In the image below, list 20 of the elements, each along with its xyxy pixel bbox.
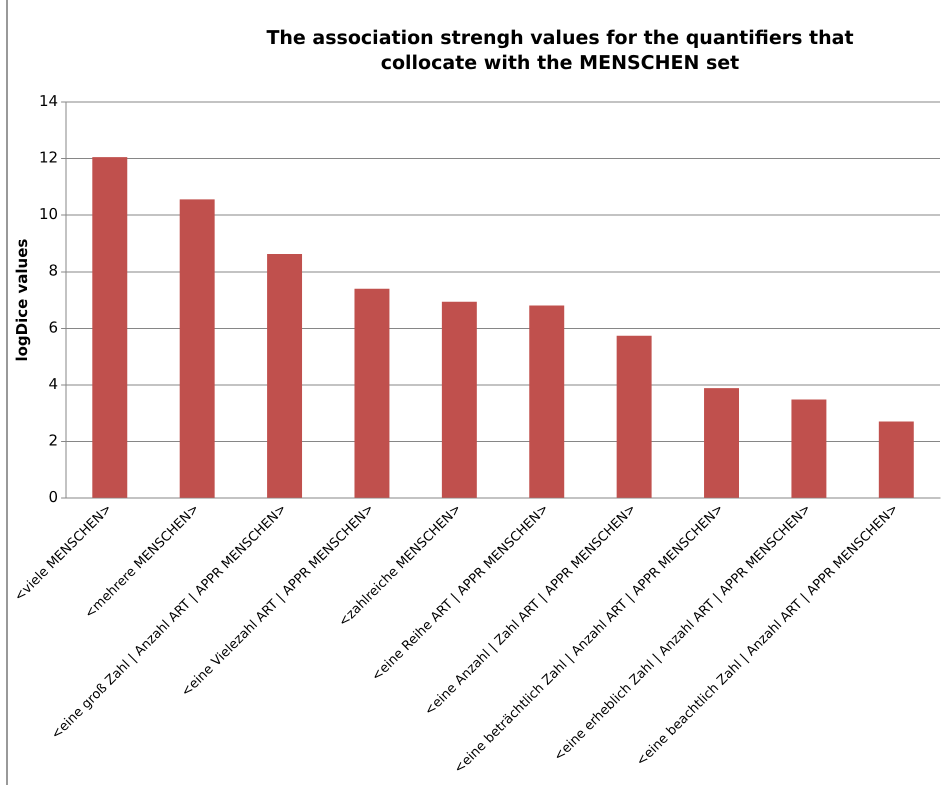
bar <box>878 422 914 498</box>
bar <box>354 288 390 498</box>
y-tick-label: 6 <box>48 318 58 336</box>
y-tick-label: 12 <box>38 148 58 166</box>
chart-title: The association strengh values for the quantifiers that collocate with the MENSCHEN set <box>265 26 855 76</box>
y-tick-label: 14 <box>38 92 58 110</box>
bar <box>442 302 477 498</box>
y-tick-label: 10 <box>38 205 58 224</box>
y-tick-label: 8 <box>48 262 58 280</box>
y-axis-title: logDice values <box>12 238 31 362</box>
bar <box>616 336 652 498</box>
y-tick-label: 4 <box>48 374 58 393</box>
y-tick-label: 2 <box>48 432 58 450</box>
bar <box>267 254 302 498</box>
bar <box>92 157 128 498</box>
bar <box>704 388 739 498</box>
bar <box>180 199 215 498</box>
bar <box>529 305 564 498</box>
y-tick-label: 0 <box>48 488 58 506</box>
bar <box>791 399 826 498</box>
